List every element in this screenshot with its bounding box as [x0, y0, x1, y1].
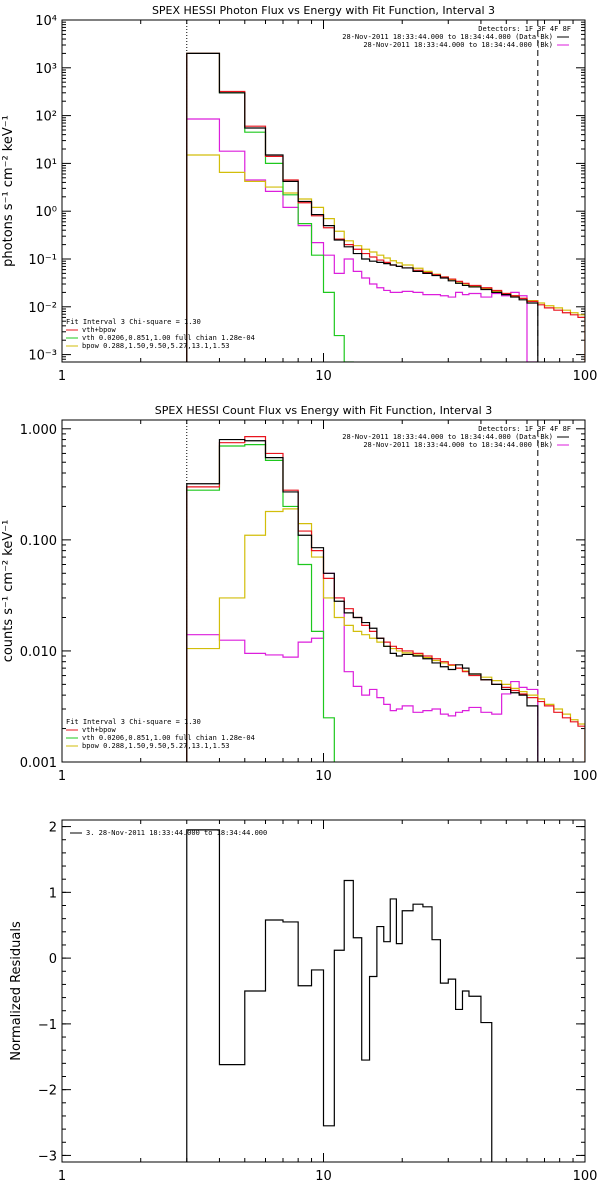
y-tick-label: −3: [38, 1149, 57, 1164]
chart-title-2: SPEX HESSI Count Flux vs Energy with Fit…: [155, 404, 492, 417]
x-tick-label: 10: [315, 769, 332, 784]
x-tick-label: 10: [315, 369, 332, 384]
series-group: [186, 52, 585, 362]
legend-residual-interval: 3. 28-Nov-2011 18:33:44.000 to 18:34:44.…: [86, 829, 267, 837]
y-tick-label: −1: [38, 1018, 57, 1033]
y-tick-label: 10⁻³: [28, 349, 57, 364]
series-bpow-step: [186, 154, 585, 362]
legend-detectors: Detectors: 1F 3F 4F 8F: [478, 25, 571, 33]
x-tick-label: 1: [58, 1169, 66, 1184]
legend-data-interval: 28-Nov-2011 18:33:44.000 to 18:34:44.000…: [342, 33, 553, 41]
y-tick-label: 10⁻¹: [28, 253, 57, 268]
x-tick-label: 100: [573, 369, 598, 384]
y-tick-label: −2: [38, 1084, 57, 1099]
legend-vth: vth 0.0206,0.851,1.00 full chian 1.28e-0…: [82, 334, 255, 342]
series-data-step: [186, 52, 539, 362]
y-tick-label: 0.001: [20, 756, 57, 771]
y-tick-label: 0.010: [20, 645, 57, 660]
x-tick-label: 100: [573, 769, 598, 784]
series-data-step: [186, 829, 493, 1162]
y-tick-label: 10⁴: [35, 14, 57, 29]
series-group: [186, 829, 493, 1162]
series-bpow-step: [186, 508, 585, 762]
legend-bk-interval: 28-Nov-2011 18:33:44.000 to 18:34:44.000…: [363, 41, 553, 49]
legend-fit-interval: Fit Interval 3 Chi-square = 1.30: [66, 318, 201, 326]
legend-bpow: bpow 0.288,1.50,9.50,5.27,13.1,1.53: [82, 342, 230, 350]
plot-frame-1: [61, 19, 586, 363]
x-tick-label: 10: [315, 1169, 332, 1184]
legend-total: vth+bpow: [82, 726, 117, 734]
plot-frame-3: [61, 819, 586, 1163]
x-tick-label: 1: [58, 769, 66, 784]
y-axis-label-2: counts s⁻¹ cm⁻² keV⁻¹: [1, 520, 16, 663]
y-tick-label: 10²: [35, 110, 57, 125]
y-tick-label: 10⁰: [35, 205, 57, 220]
chart-title-1: SPEX HESSI Photon Flux vs Energy with Fi…: [152, 4, 495, 17]
legend-data-interval: 28-Nov-2011 18:33:44.000 to 18:34:44.000…: [342, 433, 553, 441]
y-tick-label: 10⁻²: [28, 301, 57, 316]
plot-frame-2: [61, 419, 586, 763]
series-bk-step: [186, 118, 539, 362]
legend-vth: vth 0.0206,0.851,1.00 full chian 1.28e-0…: [82, 734, 255, 742]
legend-total: vth+bpow: [82, 326, 117, 334]
y-tick-label: 10³: [35, 62, 57, 77]
series-data-step: [186, 438, 539, 762]
series-bk-step: [186, 572, 539, 762]
y-tick-label: 0: [49, 952, 57, 967]
y-tick-label: 10¹: [35, 157, 57, 172]
y-tick-label: 1.000: [20, 423, 57, 438]
legend-fit-interval: Fit Interval 3 Chi-square = 1.30: [66, 718, 201, 726]
series-vth-step: [186, 444, 335, 762]
y-tick-label: 1: [49, 886, 57, 901]
y-axis-label-3: Normalized Residuals: [9, 921, 24, 1061]
y-tick-label: 2: [49, 821, 57, 836]
legend-bk-interval: 28-Nov-2011 18:33:44.000 to 18:34:44.000…: [363, 441, 553, 449]
series-total-step: [186, 52, 585, 362]
series-vth-step: [186, 52, 354, 362]
legend-detectors: Detectors: 1F 3F 4F 8F: [478, 425, 571, 433]
series-total-step: [186, 436, 585, 762]
y-axis-label-1: photons s⁻¹ cm⁻² keV⁻¹: [1, 115, 16, 267]
y-tick-label: 0.100: [20, 534, 57, 549]
legend-bpow: bpow 0.288,1.50,9.50,5.27,13.1,1.53: [82, 742, 230, 750]
x-tick-label: 1: [58, 369, 66, 384]
series-group: [186, 436, 585, 762]
x-tick-label: 100: [573, 1169, 598, 1184]
